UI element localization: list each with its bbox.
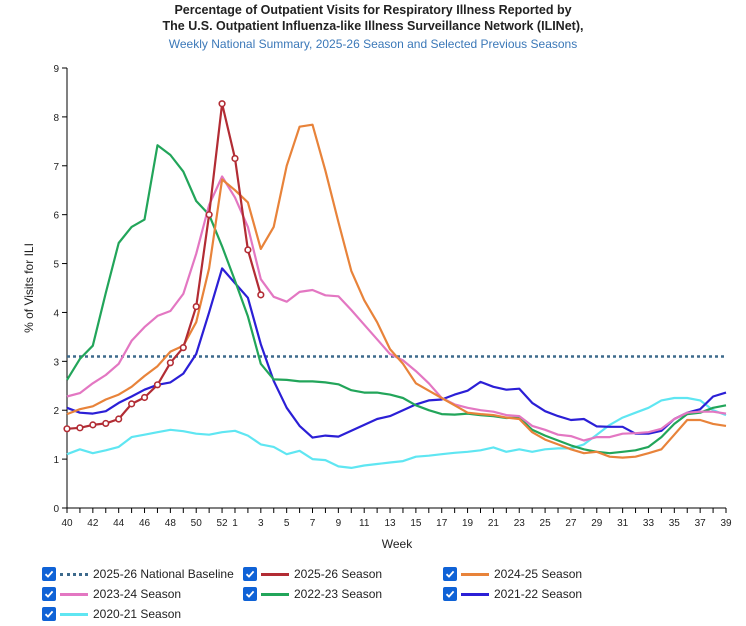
data-point-2025-26-season[interactable] [76,424,84,432]
x-tick-label: 15 [410,518,422,529]
legend-item-2025-26-national-baseline[interactable]: 2025-26 National Baseline [42,565,234,583]
y-tick-label: 0 [53,504,59,515]
series-line-2020-21-season[interactable] [66,396,727,469]
x-tick-label: 25 [540,518,552,529]
y-tick-label: 6 [53,211,59,222]
legend-item-2021-22-season[interactable]: 2021-22 Season [443,585,582,603]
x-tick-label: 11 [359,518,370,529]
y-tick-label: 3 [53,357,59,368]
legend-swatch [60,572,88,576]
x-tick-label: 46 [139,518,151,529]
checkbox-checked-icon[interactable] [42,607,56,621]
y-tick-label: 2 [53,406,59,417]
x-tick-label: 13 [384,518,396,529]
legend-item-2023-24-season[interactable]: 2023-24 Season [42,585,181,603]
checkbox-checked-icon[interactable] [243,567,257,581]
data-point-2025-26-season[interactable] [244,246,252,254]
legend-item-2025-26-season[interactable]: 2025-26 Season [243,565,382,583]
chart-title-line-2: The U.S. Outpatient Influenza-like Illne… [162,19,584,33]
checkbox-checked-icon[interactable] [42,587,56,601]
x-tick-label: 23 [514,518,526,529]
legend-label: 2023-24 Season [93,587,182,601]
legend-label: 2024-25 Season [494,567,583,581]
x-tick-label: 21 [488,518,500,529]
chart-title-line-1: Percentage of Outpatient Visits for Resp… [174,3,572,17]
x-tick-label: 48 [165,518,177,529]
x-axis: 40 42 44 46 48 50 52 1 3 5 7 9 11 13 15 17 19 21 23 25 27 29 3… [61,507,732,529]
data-point-2025-26-season[interactable] [231,154,239,163]
legend-label: 2022-23 Season [294,587,383,601]
x-tick-label: 9 [336,518,342,529]
x-tick-label: 35 [669,518,681,529]
data-point-2025-26-season[interactable] [205,211,213,219]
x-tick-label: 39 [720,518,732,529]
data-point-2025-26-season[interactable] [257,291,265,299]
series-line-2023-24-season[interactable] [66,175,727,442]
x-axis-label: Week [382,537,413,551]
series-line-2025-26-season[interactable] [66,102,262,430]
legend-item-2020-21-season[interactable]: 2020-21 Season [42,605,181,623]
legend-label: 2020-21 Season [93,607,182,621]
legend-swatch [60,592,88,596]
y-tick-label: 5 [53,260,59,271]
legend-label: 2025-26 Season [294,567,383,581]
x-tick-label: 50 [191,518,203,529]
x-tick-label: 7 [310,518,316,529]
legend-swatch [261,572,289,576]
legend-label: 2025-26 National Baseline [93,567,234,581]
x-tick-label: 19 [462,518,474,529]
legend-item-2024-25-season[interactable]: 2024-25 Season [443,565,582,583]
legend-label: 2021-22 Season [494,587,583,601]
x-tick-label: 33 [643,518,655,529]
x-tick-label: 3 [258,518,264,529]
y-axis-label: % of Visits for ILI [22,243,36,333]
y-tick-label: 9 [53,64,59,75]
chart-subtitle: Weekly National Summary, 2025-26 Season … [168,37,578,51]
x-tick-label: 5 [284,518,290,529]
data-point-2025-26-season[interactable] [218,100,226,108]
checkbox-checked-icon[interactable] [243,587,257,601]
x-tick-label: 44 [113,518,125,529]
checkbox-checked-icon[interactable] [42,567,56,581]
y-tick-label: 1 [53,455,59,466]
series-line-2021-22-season[interactable] [66,267,727,439]
x-tick-label: 40 [61,518,73,529]
data-point-2025-26-season[interactable] [140,393,149,402]
x-tick-label: 52 [216,518,228,529]
checkbox-checked-icon[interactable] [443,587,457,601]
legend-item-2022-23-season[interactable]: 2022-23 Season [243,585,382,603]
series-lines [63,100,727,469]
x-tick-label: 31 [617,518,629,529]
data-point-2025-26-season[interactable] [166,359,174,367]
data-point-2025-26-season[interactable] [192,302,200,311]
x-tick-label: 42 [87,518,99,529]
x-tick-label: 17 [436,518,448,529]
data-point-2025-26-season[interactable] [179,344,187,352]
data-point-2025-26-season[interactable] [63,425,71,433]
y-tick-label: 8 [53,113,59,124]
data-point-2025-26-season[interactable] [102,419,110,428]
x-tick-label: 29 [591,518,603,529]
data-point-2025-26-season[interactable] [153,381,162,389]
x-tick-label: 37 [695,518,707,529]
y-tick-label: 4 [53,308,59,319]
legend-swatch [461,572,489,576]
y-tick-label: 7 [53,162,59,173]
x-tick-label: 1 [232,518,238,529]
series-line-2022-23-season[interactable] [66,144,727,455]
series-line-2024-25-season[interactable] [66,123,727,459]
legend-swatch [461,592,489,596]
data-point-2025-26-season[interactable] [128,400,136,408]
y-axis: 0 1 2 3 4 5 6 7 8 9 [53,64,68,515]
legend-swatch [261,592,289,596]
checkbox-checked-icon[interactable] [443,567,457,581]
data-point-2025-26-season[interactable] [89,421,97,429]
x-tick-label: 27 [565,518,577,529]
data-point-2025-26-season[interactable] [115,415,123,423]
legend-swatch [60,612,88,616]
